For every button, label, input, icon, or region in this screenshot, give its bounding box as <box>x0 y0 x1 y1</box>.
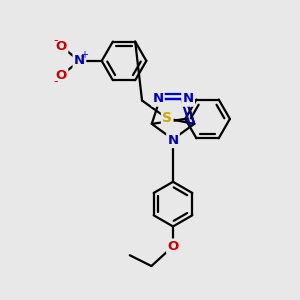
Text: -: - <box>53 75 58 88</box>
Text: N: N <box>183 92 194 105</box>
Text: S: S <box>162 112 172 125</box>
Text: N: N <box>167 134 178 147</box>
Text: N: N <box>152 92 164 105</box>
Text: O: O <box>56 69 67 82</box>
Text: O: O <box>56 40 67 53</box>
Text: O: O <box>167 240 178 253</box>
Text: +: + <box>80 50 88 60</box>
Text: N: N <box>74 54 85 68</box>
Text: -: - <box>53 34 58 47</box>
